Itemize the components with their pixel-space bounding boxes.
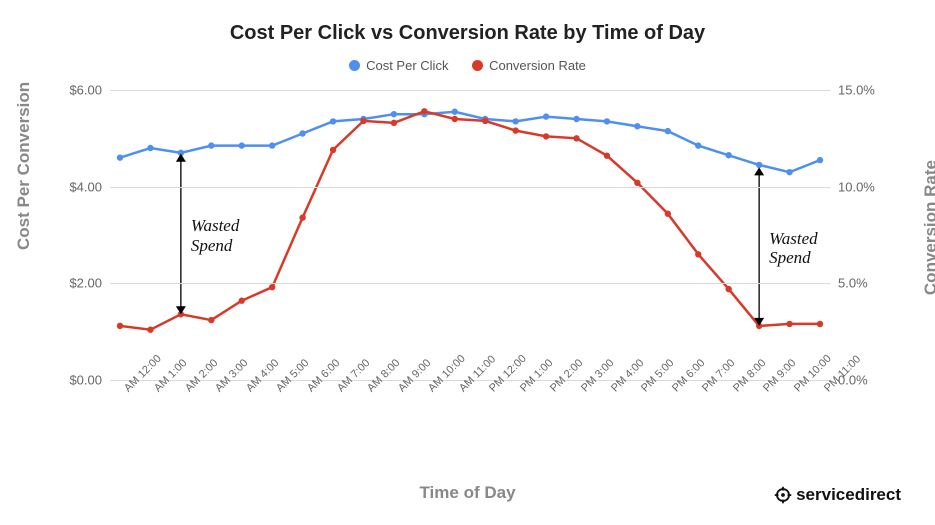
gridline — [110, 283, 830, 284]
series-marker — [482, 118, 488, 124]
series-marker — [725, 152, 731, 158]
logo-text: servicedirect — [796, 485, 901, 505]
series-marker — [208, 317, 214, 323]
series-marker — [604, 118, 610, 124]
series-marker — [208, 142, 214, 148]
y-axis-left-label: Cost Per Conversion — [14, 82, 34, 250]
series-marker — [147, 327, 153, 333]
series-marker — [391, 111, 397, 117]
legend-dot-cpc — [349, 60, 360, 71]
series-marker — [239, 298, 245, 304]
logo-icon — [774, 486, 792, 504]
series-marker — [330, 147, 336, 153]
arrowhead-icon — [176, 306, 186, 314]
series-marker — [452, 109, 458, 115]
series-marker — [604, 153, 610, 159]
legend-item-cpc: Cost Per Click — [349, 58, 448, 73]
series-marker — [421, 108, 427, 114]
series-marker — [269, 142, 275, 148]
series-marker — [573, 116, 579, 122]
y-axis-right-label: Conversion Rate — [921, 160, 935, 295]
gridline — [110, 90, 830, 91]
series-marker — [543, 113, 549, 119]
series-marker — [573, 135, 579, 141]
series-marker — [695, 251, 701, 257]
legend-item-conv: Conversion Rate — [472, 58, 586, 73]
arrowhead-icon — [176, 154, 186, 162]
series-marker — [360, 118, 366, 124]
series-marker — [391, 120, 397, 126]
legend-label-cpc: Cost Per Click — [366, 58, 448, 73]
y-tick-left: $4.00 — [69, 179, 102, 194]
series-marker — [512, 127, 518, 133]
series-marker — [817, 157, 823, 163]
series-marker — [695, 142, 701, 148]
brand-logo: servicedirect — [774, 485, 901, 505]
series-marker — [786, 169, 792, 175]
series-marker — [330, 118, 336, 124]
series-marker — [117, 323, 123, 329]
annotation-text: WastedSpend — [191, 216, 240, 255]
y-tick-left: $2.00 — [69, 276, 102, 291]
legend-label-conv: Conversion Rate — [489, 58, 586, 73]
arrowhead-icon — [754, 167, 764, 175]
series-marker — [725, 286, 731, 292]
series-marker — [543, 133, 549, 139]
chart-container: Cost Per Click vs Conversion Rate by Tim… — [0, 0, 935, 525]
series-marker — [634, 180, 640, 186]
chart-title: Cost Per Click vs Conversion Rate by Tim… — [0, 22, 935, 45]
y-tick-right: 15.0% — [838, 83, 875, 98]
series-marker — [239, 142, 245, 148]
series-marker — [665, 128, 671, 134]
series-marker — [665, 211, 671, 217]
y-tick-right: 5.0% — [838, 276, 868, 291]
series-marker — [269, 284, 275, 290]
gridline — [110, 187, 830, 188]
series-marker — [299, 130, 305, 136]
y-tick-right: 10.0% — [838, 179, 875, 194]
series-marker — [634, 123, 640, 129]
series-marker — [512, 118, 518, 124]
annotation-text: WastedSpend — [769, 229, 818, 268]
y-tick-left: $6.00 — [69, 83, 102, 98]
series-marker — [147, 145, 153, 151]
series-marker — [117, 154, 123, 160]
series-marker — [786, 321, 792, 327]
y-tick-left: $0.00 — [69, 373, 102, 388]
legend-dot-conv — [472, 60, 483, 71]
series-marker — [817, 321, 823, 327]
series-marker — [299, 214, 305, 220]
legend: Cost Per Click Conversion Rate — [0, 58, 935, 74]
plot-area: $0.000.0%$2.005.0%$4.0010.0%$6.0015.0%12… — [110, 90, 830, 380]
series-marker — [452, 116, 458, 122]
series-marker — [756, 162, 762, 168]
